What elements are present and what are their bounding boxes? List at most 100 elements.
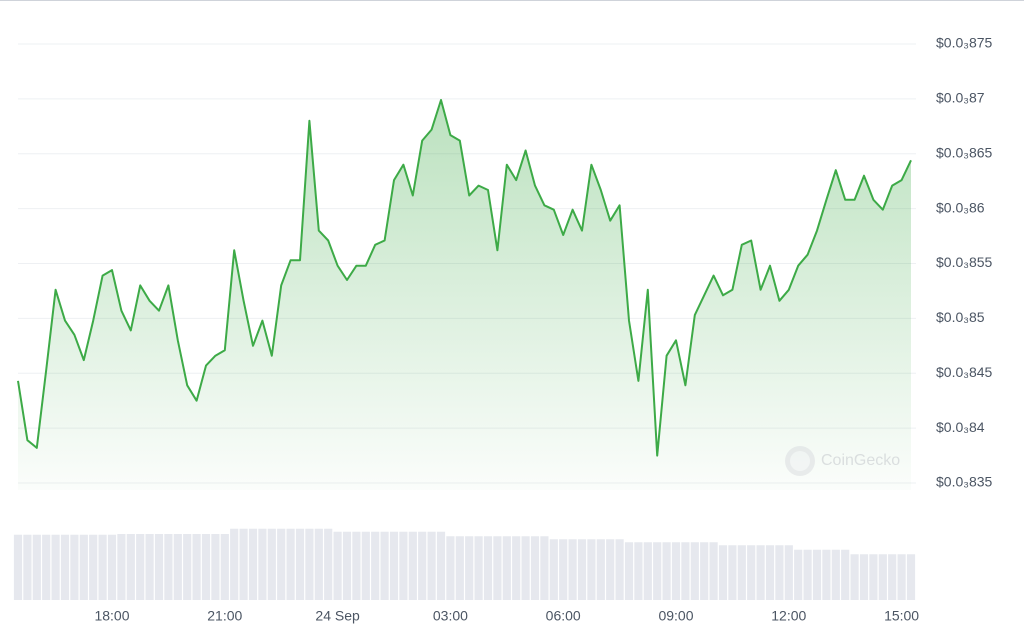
y-tick-label: $0.0₃84 [936, 419, 985, 435]
volume-bar [521, 536, 530, 600]
x-tick-label: 06:00 [546, 608, 581, 624]
volume-bar [822, 549, 831, 600]
volume-bar [371, 531, 380, 600]
volume-bar [765, 545, 775, 600]
volume-bar [13, 534, 23, 600]
volume-bar [568, 539, 577, 600]
volume-bar [709, 542, 718, 600]
volume-bar [606, 539, 615, 600]
volume-bar [324, 528, 333, 600]
volume-bar [436, 531, 446, 600]
y-tick-label: $0.0₃855 [936, 254, 993, 270]
volume-bar [812, 549, 822, 600]
volume-bar [192, 534, 201, 600]
volume-bar [70, 534, 79, 600]
volume-bar [211, 534, 220, 600]
volume-bar [342, 531, 352, 600]
watermark: CoinGecko [785, 446, 900, 476]
volume-bar [784, 545, 793, 600]
volume-bar [615, 539, 624, 600]
volume-bar [888, 554, 897, 600]
volume-bar [286, 528, 295, 600]
volume-bar [418, 531, 427, 600]
volume-bar [145, 534, 154, 600]
volume-bar [117, 534, 126, 600]
volume-bar [559, 539, 568, 600]
volume-bar [690, 542, 699, 600]
volume-bar [700, 542, 709, 600]
volume-bar [850, 554, 859, 600]
x-tick-label: 03:00 [433, 608, 468, 624]
volume-bar [596, 539, 605, 600]
volume-bar [681, 542, 690, 600]
volume-bar [718, 545, 728, 600]
y-tick-label: $0.0₃835 [936, 474, 993, 490]
volume-bar [803, 549, 812, 600]
x-tick-label: 12:00 [771, 608, 806, 624]
volume-bar [728, 545, 737, 600]
volume-bar [248, 528, 258, 600]
volume-bar [512, 536, 521, 600]
volume-bar [775, 545, 784, 600]
volume-bar [624, 542, 634, 600]
volume-bar [230, 528, 239, 600]
volume-bar [333, 531, 342, 600]
volume-bar [399, 531, 408, 600]
volume-bar [653, 542, 662, 600]
volume-bar [530, 536, 540, 600]
volume-bar [154, 534, 164, 600]
volume-bar [277, 528, 286, 600]
volume-bar [831, 549, 840, 600]
volume-bar [23, 534, 32, 600]
volume-bar [239, 528, 248, 600]
volume-bar [587, 539, 596, 600]
volume-bar [446, 536, 455, 600]
volume-bar [258, 528, 267, 600]
y-tick-label: $0.0₃87 [936, 90, 985, 106]
x-tick-label: 24 Sep [315, 608, 360, 624]
x-tick-label: 15:00 [884, 608, 919, 624]
volume-bar [164, 534, 173, 600]
volume-bar [540, 536, 549, 600]
watermark-text: CoinGecko [821, 452, 900, 469]
volume-bar [455, 536, 464, 600]
volume-bar [756, 545, 765, 600]
volume-bar [79, 534, 88, 600]
volume-bar [267, 528, 276, 600]
volume-bar [794, 549, 803, 600]
volume-bar [878, 554, 887, 600]
volume-bar [107, 534, 117, 600]
area-fill [18, 100, 911, 490]
volume-bar [549, 539, 558, 600]
volume-bar [634, 542, 643, 600]
volume-bar [305, 528, 314, 600]
volume-bar [493, 536, 502, 600]
volume-bar [389, 531, 399, 600]
volume-bar [380, 531, 389, 600]
volume-bar [869, 554, 878, 600]
volume-bar [173, 534, 182, 600]
volume-bar [577, 539, 587, 600]
volume-bar [427, 531, 436, 600]
volume-bar [314, 528, 323, 600]
volume-bar [502, 536, 511, 600]
price-line [17, 99, 912, 457]
volume-bar [483, 536, 493, 600]
volume-bar [32, 534, 41, 600]
volume-bar [671, 542, 681, 600]
volume-bar [474, 536, 483, 600]
y-tick-label: $0.0₃85 [936, 309, 985, 325]
volume-bar [201, 534, 211, 600]
y-tick-label: $0.0₃865 [936, 144, 993, 160]
y-tick-label: $0.0₃845 [936, 364, 993, 380]
volume-bar [747, 545, 756, 600]
volume-bar [737, 545, 746, 600]
volume-bar [126, 534, 135, 600]
y-tick-label: $0.0₃86 [936, 199, 985, 215]
x-tick-label: 21:00 [207, 608, 242, 624]
volume-bar [643, 542, 652, 600]
volume-bar [859, 554, 869, 600]
y-tick-label: $0.0₃875 [936, 35, 993, 51]
volume-bar [89, 534, 98, 600]
